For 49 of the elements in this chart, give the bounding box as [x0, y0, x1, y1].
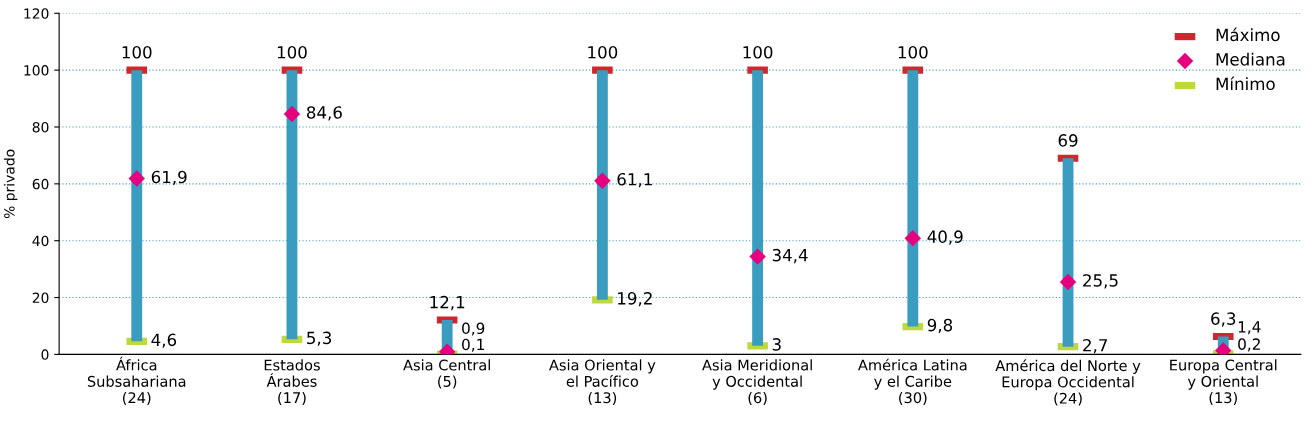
data-label: 100: [743, 45, 773, 59]
x-tick-label: Estados Árabes (17): [264, 359, 320, 405]
data-label: 3: [772, 338, 781, 351]
y-tick-label: 60: [32, 178, 49, 190]
x-tick-label: Asia Central (5): [403, 359, 490, 389]
y-tick-label: 100: [24, 65, 49, 76]
legend-label: Mediana: [1216, 52, 1285, 66]
x-tick-label: América del Norte y Europa Occidental (24): [995, 359, 1141, 406]
data-label: 34,4: [772, 248, 808, 264]
y-axis-title: % privado: [3, 149, 18, 219]
data-label: 100: [898, 45, 928, 59]
x-tick-label: América Latina y el Caribe (30): [858, 358, 967, 405]
y-tick-label: 20: [32, 292, 49, 304]
data-label: 12,1: [430, 295, 465, 311]
legend-label: Mínimo: [1216, 76, 1275, 91]
data-label: 100: [122, 45, 152, 59]
data-label: 9,8: [927, 318, 953, 334]
x-tick-label: Europa Central y Oriental (13): [1170, 359, 1277, 405]
x-tick-label: Asia Oriental y el Pacífico (13): [549, 359, 656, 405]
point: [283, 105, 301, 123]
data-label: 4,6: [151, 333, 177, 348]
data-label: 19,2: [618, 292, 652, 307]
y-tick-label: 0: [41, 349, 49, 360]
data-label: 2,7: [1083, 338, 1108, 354]
y-tick-label: 120: [24, 8, 49, 19]
data-label: 0,1: [462, 338, 484, 352]
data-label: 61,9: [151, 170, 187, 185]
x-tick-label: África Subsahariana (24): [87, 356, 186, 405]
data-label: 100: [588, 45, 618, 59]
data-label: 0,2: [1238, 338, 1260, 352]
point: [749, 248, 766, 265]
data-label: 25,5: [1083, 274, 1118, 289]
data-label: 69: [1058, 134, 1078, 147]
y-tick-label: 40: [32, 235, 49, 247]
legend-label: Máximo: [1216, 27, 1280, 42]
data-label: 6,3: [1211, 312, 1236, 327]
point: [128, 170, 145, 187]
data-label: 40,9: [927, 230, 963, 245]
data-label: 61,1: [617, 172, 652, 188]
data-label: 5,3: [307, 331, 332, 346]
x-tick-label: Asia Meridional y Occidental (6): [702, 359, 812, 405]
data-label: 1,4: [1238, 321, 1261, 335]
data-label: 84,6: [306, 106, 342, 121]
y-tick-label: 80: [32, 121, 49, 133]
data-label: 0,9: [462, 322, 485, 336]
data-label: 100: [277, 45, 307, 59]
point: [594, 172, 611, 189]
point: [904, 229, 922, 247]
point: [1059, 273, 1077, 291]
